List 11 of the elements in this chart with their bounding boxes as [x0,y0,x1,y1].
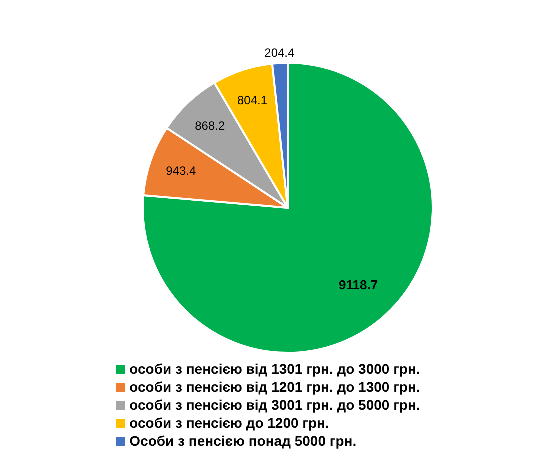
data-label: 804.1 [237,94,268,108]
legend-label: Особи з пенсією понад 5000 грн. [130,432,357,450]
pie-slice [142,62,434,354]
legend-label: особи з пенсією від 3001 грн. до 5000 грн. [130,396,420,414]
data-label: 204.4 [264,46,296,60]
data-label: 943.4 [166,164,197,178]
legend-label: особи з пенсією від 1201 грн. до 1300 грн. [130,378,420,396]
data-label: 868.2 [195,118,226,133]
data-label: 9118.7 [339,277,378,292]
legend-label: особи з пенсією до 1200 грн. [130,414,330,432]
legend-label: особи з пенсією від 1301 грн. до 3000 грн. [130,360,420,378]
